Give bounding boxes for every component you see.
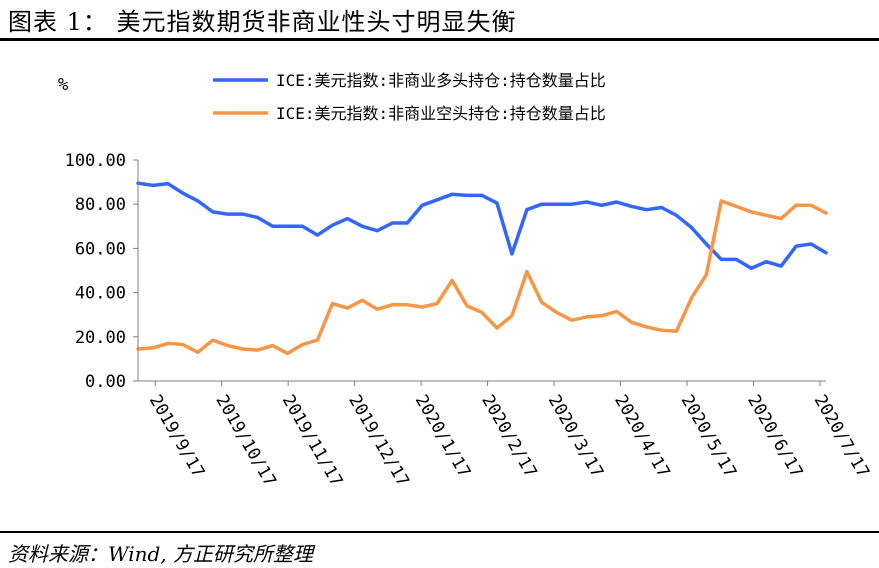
series-lines [136, 181, 828, 356]
series-line-long [136, 181, 828, 271]
series-line-short [136, 199, 828, 356]
y-axis-ticks: 100.00 80.00 60.00 40.00 20.00 0.00 [65, 151, 138, 392]
y-tick-label: 20.00 [75, 328, 126, 348]
x-tick-label: 2020/7/17 [810, 392, 873, 482]
y-tick-label: 80.00 [75, 195, 126, 215]
x-tick-label: 2020/5/17 [677, 392, 740, 482]
legend-label: ICE:美元指数:非商业空头持仓:持仓数量占比 [276, 104, 606, 123]
y-tick-label: 40.00 [75, 284, 126, 304]
top-rule [0, 38, 879, 41]
x-tick-label: 2019/12/17 [344, 392, 413, 491]
source-note: 资料来源：Wind, 方正研究所整理 [8, 542, 313, 566]
legend-label: ICE:美元指数:非商业多头持仓:持仓数量占比 [276, 71, 606, 90]
x-tick-label: 2019/9/17 [145, 392, 208, 482]
y-axis-label: % [58, 75, 68, 95]
x-tick-label: 2020/2/17 [477, 392, 540, 482]
y-tick-label: 100.00 [65, 151, 126, 171]
bottom-rule [0, 531, 879, 533]
legend: ICE:美元指数:非商业多头持仓:持仓数量占比 ICE:美元指数:非商业空头持仓:… [213, 71, 606, 123]
x-tick-label: 2019/11/17 [278, 392, 347, 491]
x-tick-label: 2020/1/17 [411, 392, 474, 482]
x-tick-label: 2020/6/17 [743, 392, 806, 482]
y-tick-label: 0.00 [85, 372, 126, 392]
x-tick-label: 2019/10/17 [211, 392, 280, 491]
x-axis-ticks: 2019/9/17 2019/10/172019/11/172019/12/172… [145, 381, 873, 490]
y-tick-label: 60.00 [75, 239, 126, 259]
figure-title: 图表 1： 美元指数期货非商业性头寸明显失衡 [8, 8, 517, 36]
x-tick-label: 2020/3/17 [544, 392, 607, 482]
x-tick-label: 2020/4/17 [610, 392, 673, 482]
